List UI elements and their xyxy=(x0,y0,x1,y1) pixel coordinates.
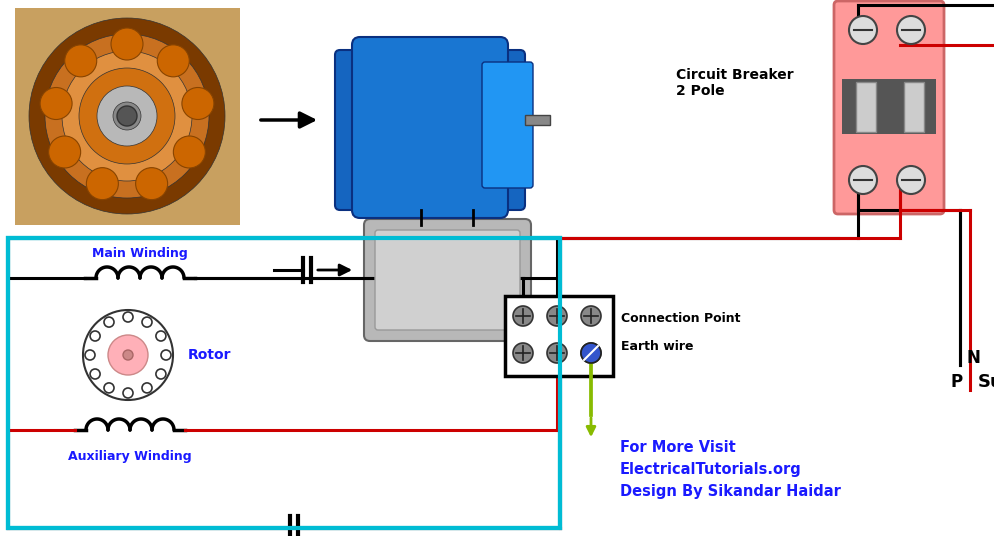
Circle shape xyxy=(848,166,876,194)
Circle shape xyxy=(40,87,72,120)
Text: Supply: Supply xyxy=(977,373,994,391)
Text: Circuit Breaker
2 Pole: Circuit Breaker 2 Pole xyxy=(675,68,793,98)
Circle shape xyxy=(123,350,133,360)
Circle shape xyxy=(29,18,225,214)
Text: N: N xyxy=(965,349,979,367)
Circle shape xyxy=(117,106,137,126)
FancyBboxPatch shape xyxy=(833,1,943,214)
Circle shape xyxy=(173,136,205,168)
Circle shape xyxy=(65,45,96,77)
FancyBboxPatch shape xyxy=(352,37,508,218)
Circle shape xyxy=(897,16,924,44)
Circle shape xyxy=(182,87,214,120)
Bar xyxy=(505,296,612,376)
Circle shape xyxy=(96,86,157,146)
Text: Rotor: Rotor xyxy=(188,348,232,362)
Circle shape xyxy=(113,102,141,130)
Circle shape xyxy=(79,68,175,164)
Bar xyxy=(8,238,560,528)
Circle shape xyxy=(547,306,567,326)
Circle shape xyxy=(86,168,118,199)
Text: Auxiliary Winding: Auxiliary Winding xyxy=(69,450,192,463)
Bar xyxy=(15,8,240,225)
Bar xyxy=(904,82,923,132)
Text: Main Winding: Main Winding xyxy=(92,247,188,260)
Circle shape xyxy=(580,306,600,326)
Circle shape xyxy=(513,306,533,326)
FancyBboxPatch shape xyxy=(335,50,525,210)
Bar xyxy=(525,115,550,125)
FancyBboxPatch shape xyxy=(375,230,520,330)
Text: For More Visit
ElectricalTutorials.org
Design By Sikandar Haidar: For More Visit ElectricalTutorials.org D… xyxy=(619,440,840,500)
FancyBboxPatch shape xyxy=(481,62,533,188)
Circle shape xyxy=(848,16,876,44)
Circle shape xyxy=(108,335,148,375)
Circle shape xyxy=(157,45,189,77)
Circle shape xyxy=(49,136,81,168)
Circle shape xyxy=(897,166,924,194)
Text: P: P xyxy=(949,373,961,391)
Circle shape xyxy=(580,343,600,363)
Circle shape xyxy=(547,343,567,363)
Bar xyxy=(855,82,875,132)
Bar xyxy=(841,79,935,134)
Bar xyxy=(8,238,560,528)
Circle shape xyxy=(135,168,167,199)
FancyBboxPatch shape xyxy=(364,219,531,341)
Circle shape xyxy=(513,343,533,363)
Circle shape xyxy=(580,343,600,363)
Circle shape xyxy=(111,28,143,60)
Circle shape xyxy=(62,51,192,181)
Text: Earth wire: Earth wire xyxy=(620,339,693,353)
Text: Connection Point: Connection Point xyxy=(620,311,740,324)
Circle shape xyxy=(45,34,209,198)
